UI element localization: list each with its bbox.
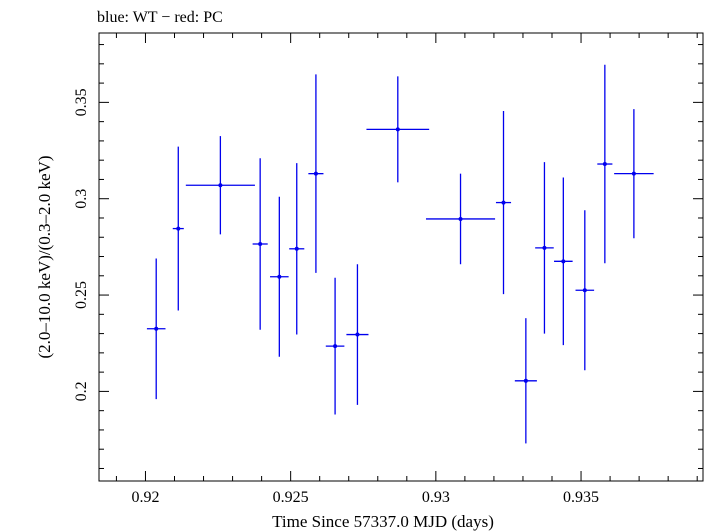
data-point	[597, 64, 613, 264]
data-point	[614, 109, 654, 239]
data-point	[252, 158, 268, 330]
data-point	[575, 210, 595, 371]
y-axis-ticks: 0.2 0.25 0.3 0.35	[73, 44, 703, 469]
data-marker	[154, 326, 159, 331]
data-marker	[501, 200, 506, 205]
data-marker	[355, 332, 360, 337]
data-point	[366, 76, 430, 183]
data-point	[270, 196, 289, 357]
x-tick-label: 0.92	[131, 489, 159, 506]
x-axis-label: Time Since 57337.0 MJD (days)	[272, 512, 494, 531]
data-point	[554, 177, 573, 346]
data-marker	[602, 162, 607, 167]
data-marker	[277, 274, 282, 279]
data-point	[172, 146, 184, 311]
data-marker	[561, 259, 566, 264]
data-point	[346, 264, 369, 405]
data-marker	[523, 378, 528, 383]
data-point	[146, 258, 166, 400]
y-axis-label: (2.0–10.0 keV)/(0.3–2.0 keV)	[35, 155, 54, 358]
y-tick-label: 0.35	[73, 88, 90, 116]
data-point	[425, 173, 496, 265]
data-marker	[542, 245, 547, 250]
data-marker	[294, 246, 299, 251]
data-marker	[582, 288, 587, 293]
plot-frame	[98, 32, 704, 482]
data-marker	[313, 171, 318, 176]
y-tick-label: 0.3	[73, 189, 90, 209]
data-point	[514, 318, 537, 444]
data-marker	[333, 344, 338, 349]
data-point	[289, 163, 305, 335]
x-axis-ticks: 0.92 0.925 0.93 0.935	[115, 33, 698, 506]
y-tick-label: 0.25	[73, 281, 90, 309]
chart-title: blue: WT − red: PC	[97, 9, 223, 26]
data-marker	[176, 226, 181, 231]
data-point	[535, 162, 554, 334]
data-point	[325, 277, 345, 415]
data-point	[185, 136, 255, 235]
data-marker	[458, 216, 463, 221]
data-marker	[631, 171, 636, 176]
x-tick-label: 0.935	[563, 489, 599, 506]
y-tick-label: 0.2	[73, 381, 90, 401]
x-tick-label: 0.925	[273, 489, 309, 506]
data-marker	[258, 241, 263, 246]
data-marker	[218, 183, 223, 188]
data-point	[495, 111, 512, 295]
x-tick-label: 0.93	[422, 489, 450, 506]
data-point	[308, 74, 324, 273]
data-series-wt	[146, 64, 654, 444]
data-marker	[395, 127, 400, 132]
